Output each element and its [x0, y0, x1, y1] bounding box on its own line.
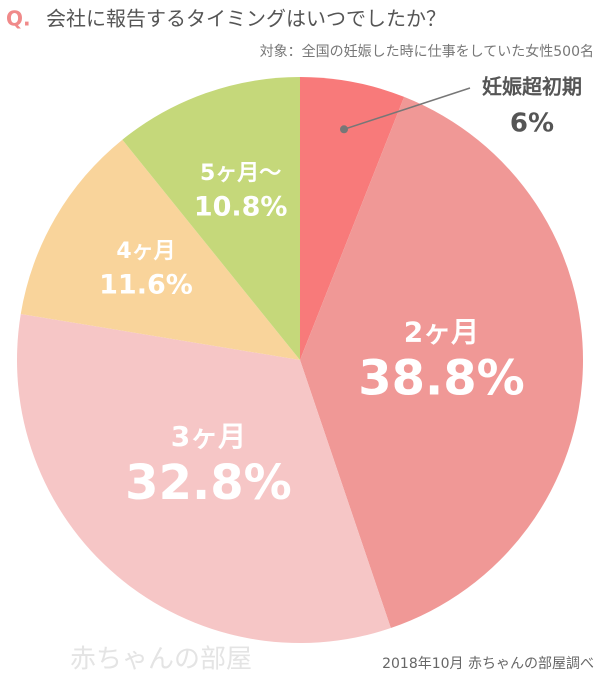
slice-value: 38.8%	[358, 351, 525, 407]
chart-title: 会社に報告するタイミングはいつでしたか？	[46, 7, 446, 31]
source: 2018年10月 赤ちゃんの部屋調べ	[382, 656, 594, 672]
slice-name: 2ヶ月	[404, 316, 479, 349]
logo: 赤ちゃんの部屋	[70, 645, 252, 675]
pie-slice	[300, 96, 583, 629]
slice-name: 4ヶ月	[116, 239, 175, 264]
pie-slice	[20, 139, 300, 360]
slice-name: 妊娠超初期	[482, 75, 582, 99]
pie-slice	[122, 77, 300, 360]
chart-subtitle: 対象：全国の妊娠した時に仕事をしていた女性500名	[260, 43, 594, 60]
slice-name: 5ヶ月〜	[200, 161, 281, 186]
slice-value: 6%	[510, 109, 554, 139]
slice-value: 11.6%	[99, 270, 193, 301]
slice-value: 10.8%	[194, 191, 288, 222]
question-label: Q.	[6, 7, 31, 31]
pie-slice	[16, 313, 391, 643]
slice-name: 3ヶ月	[171, 420, 246, 453]
leader-line	[343, 87, 471, 130]
slice-value: 32.8%	[125, 455, 292, 511]
pie-slice	[300, 77, 405, 360]
